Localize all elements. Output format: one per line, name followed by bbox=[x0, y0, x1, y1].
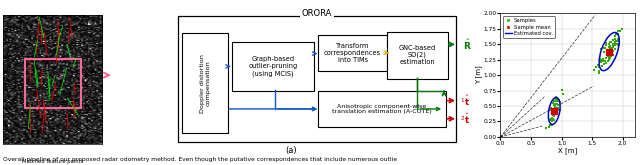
Point bbox=[548, 108, 559, 111]
Point bbox=[547, 123, 557, 126]
Point bbox=[550, 113, 560, 115]
Point bbox=[552, 106, 563, 109]
Point bbox=[604, 49, 614, 51]
Text: Doppler distortion
compensation: Doppler distortion compensation bbox=[200, 54, 211, 113]
Point bbox=[549, 99, 559, 102]
Point bbox=[607, 50, 618, 53]
Point bbox=[601, 44, 611, 46]
Point bbox=[607, 51, 617, 54]
Point bbox=[548, 111, 558, 114]
Point bbox=[606, 47, 616, 50]
Point bbox=[600, 59, 610, 62]
Point bbox=[596, 58, 607, 61]
Point bbox=[552, 102, 562, 105]
Text: Transform
correspondences
into TIMs: Transform correspondences into TIMs bbox=[324, 43, 381, 63]
Point bbox=[614, 43, 624, 45]
Point bbox=[547, 101, 557, 104]
Text: (a): (a) bbox=[285, 146, 296, 155]
Point bbox=[614, 30, 625, 33]
Point bbox=[596, 48, 607, 51]
Point bbox=[610, 47, 620, 50]
Point bbox=[593, 69, 604, 72]
Point bbox=[610, 44, 620, 47]
Point bbox=[599, 62, 609, 65]
Point bbox=[589, 69, 599, 72]
Point bbox=[608, 42, 618, 45]
Point bbox=[605, 56, 615, 59]
Point bbox=[614, 40, 624, 42]
Text: GNC-based
SO(2)
estimation: GNC-based SO(2) estimation bbox=[399, 45, 436, 65]
Point bbox=[605, 47, 615, 49]
Point bbox=[550, 110, 560, 113]
Point bbox=[603, 60, 613, 62]
Point bbox=[547, 112, 557, 114]
Point bbox=[607, 53, 618, 55]
Point bbox=[604, 59, 614, 61]
FancyBboxPatch shape bbox=[387, 32, 448, 79]
FancyBboxPatch shape bbox=[232, 42, 314, 91]
Point bbox=[555, 101, 565, 103]
Point bbox=[549, 115, 559, 117]
Text: ${}^{2}\hat{\mathbf{t}}$: ${}^{2}\hat{\mathbf{t}}$ bbox=[460, 112, 470, 126]
Point bbox=[603, 54, 613, 57]
Point bbox=[596, 61, 606, 64]
Point bbox=[607, 44, 618, 46]
Text: Anisotropic component-wise
translation estimation (A-COTE): Anisotropic component-wise translation e… bbox=[332, 103, 432, 114]
Point bbox=[548, 118, 558, 121]
FancyBboxPatch shape bbox=[182, 33, 228, 133]
Point bbox=[608, 54, 618, 56]
Point bbox=[617, 28, 627, 31]
Point bbox=[604, 53, 614, 56]
Point bbox=[600, 62, 611, 64]
Point bbox=[553, 98, 563, 101]
Bar bbox=[25, 59, 81, 108]
Point bbox=[611, 33, 621, 35]
Point bbox=[605, 51, 616, 53]
Point bbox=[544, 126, 554, 129]
Point bbox=[603, 55, 613, 57]
Point bbox=[601, 56, 611, 59]
Point bbox=[547, 120, 557, 122]
Point bbox=[541, 126, 551, 129]
Point bbox=[600, 46, 611, 49]
Point bbox=[550, 112, 560, 115]
Point bbox=[548, 110, 558, 113]
Point bbox=[550, 110, 560, 113]
Point bbox=[598, 59, 608, 61]
Point bbox=[609, 35, 620, 38]
Point bbox=[609, 44, 620, 47]
Point bbox=[606, 54, 616, 57]
Point bbox=[545, 123, 556, 126]
Point bbox=[550, 104, 561, 106]
Point bbox=[604, 56, 614, 59]
Point bbox=[548, 110, 558, 113]
Point bbox=[604, 43, 614, 45]
Point bbox=[602, 53, 612, 55]
Point bbox=[604, 45, 614, 48]
Legend: Samples, Sample mean, Estimated cov.: Samples, Sample mean, Estimated cov. bbox=[503, 16, 555, 38]
Point bbox=[548, 119, 559, 121]
Point bbox=[548, 113, 558, 116]
Point bbox=[550, 99, 561, 102]
Point bbox=[557, 89, 567, 91]
Point bbox=[595, 58, 605, 61]
Point bbox=[552, 100, 563, 103]
X-axis label: X [m]: X [m] bbox=[558, 148, 577, 154]
Point bbox=[557, 93, 568, 96]
Point bbox=[597, 64, 607, 67]
Point bbox=[547, 117, 557, 119]
Point bbox=[595, 58, 605, 61]
Text: Overall pipeline of our proposed radar odometry method. Even though the putative: Overall pipeline of our proposed radar o… bbox=[3, 157, 397, 162]
Point bbox=[612, 40, 622, 42]
Point bbox=[604, 50, 614, 53]
Point bbox=[599, 51, 609, 53]
Text: Matched feature points: Matched feature points bbox=[22, 159, 84, 164]
Point bbox=[591, 66, 601, 68]
Point bbox=[545, 118, 555, 121]
Point bbox=[610, 38, 620, 41]
Point bbox=[549, 110, 559, 112]
Point bbox=[609, 44, 619, 47]
Point bbox=[604, 57, 614, 60]
Point bbox=[550, 108, 561, 111]
Point bbox=[612, 43, 623, 46]
